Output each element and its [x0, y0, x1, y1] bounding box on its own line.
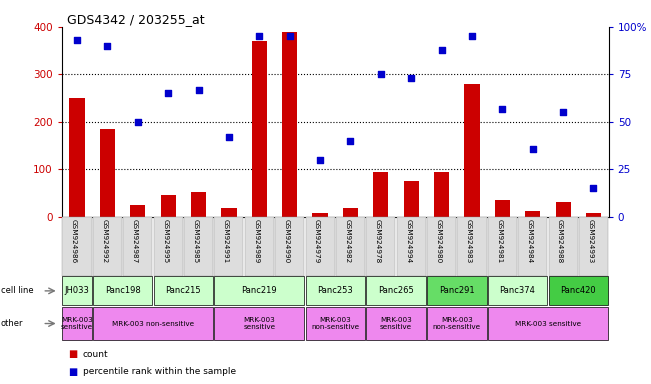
Bar	[100, 129, 115, 217]
Bar	[282, 31, 298, 217]
Text: GSM924994: GSM924994	[405, 219, 411, 263]
Text: percentile rank within the sample: percentile rank within the sample	[83, 367, 236, 376]
Text: Panc420: Panc420	[561, 286, 596, 295]
Text: GSM924982: GSM924982	[344, 219, 350, 263]
Bar	[464, 84, 480, 217]
Text: other: other	[1, 319, 23, 328]
Text: GSM924990: GSM924990	[284, 219, 290, 263]
Point	[224, 134, 234, 140]
Text: Panc374: Panc374	[499, 286, 536, 295]
Point	[345, 138, 355, 144]
Text: count: count	[83, 349, 108, 359]
Bar	[312, 213, 327, 217]
Text: GSM924986: GSM924986	[71, 219, 77, 263]
Text: GDS4342 / 203255_at: GDS4342 / 203255_at	[67, 13, 205, 26]
Text: GSM924979: GSM924979	[314, 219, 320, 263]
Bar	[191, 192, 206, 217]
Text: GSM924983: GSM924983	[466, 219, 472, 263]
Text: MRK-003
sensitive: MRK-003 sensitive	[243, 317, 275, 330]
Point	[376, 71, 386, 78]
Text: MRK-003 non-sensitive: MRK-003 non-sensitive	[112, 321, 194, 326]
Bar	[495, 200, 510, 217]
Text: MRK-003 sensitive: MRK-003 sensitive	[515, 321, 581, 326]
Text: GSM924991: GSM924991	[223, 219, 229, 263]
Text: GSM924981: GSM924981	[496, 219, 503, 263]
Text: Panc219: Panc219	[242, 286, 277, 295]
Text: Panc215: Panc215	[165, 286, 201, 295]
Bar	[404, 181, 419, 217]
Point	[406, 75, 417, 81]
Point	[467, 33, 477, 40]
Point	[102, 43, 113, 49]
Point	[558, 109, 568, 116]
Text: GSM924995: GSM924995	[162, 219, 168, 263]
Bar	[434, 172, 449, 217]
Bar	[161, 195, 176, 217]
Text: GSM924980: GSM924980	[436, 219, 441, 263]
Bar	[343, 209, 358, 217]
Point	[133, 119, 143, 125]
Point	[497, 106, 508, 112]
Text: Panc253: Panc253	[318, 286, 353, 295]
Text: ■: ■	[68, 367, 77, 377]
Bar	[555, 202, 571, 217]
Point	[72, 37, 82, 43]
Text: GSM924993: GSM924993	[587, 219, 594, 263]
Bar	[130, 205, 145, 217]
Point	[193, 86, 204, 93]
Point	[315, 157, 326, 163]
Text: Panc198: Panc198	[105, 286, 141, 295]
Point	[284, 33, 295, 40]
Text: MRK-003
sensitive: MRK-003 sensitive	[380, 317, 412, 330]
Bar	[221, 209, 236, 217]
Text: MRK-003
non-sensitive: MRK-003 non-sensitive	[433, 317, 481, 330]
Point	[527, 146, 538, 152]
Bar	[252, 41, 267, 217]
Bar	[586, 213, 601, 217]
Text: JH033: JH033	[64, 286, 89, 295]
Text: GSM924987: GSM924987	[132, 219, 138, 263]
Bar	[525, 211, 540, 217]
Text: GSM924978: GSM924978	[375, 219, 381, 263]
Point	[436, 46, 447, 53]
Bar	[70, 98, 85, 217]
Text: GSM924992: GSM924992	[102, 219, 107, 263]
Text: GSM924985: GSM924985	[193, 219, 199, 263]
Text: Panc265: Panc265	[378, 286, 414, 295]
Text: GSM924989: GSM924989	[253, 219, 259, 263]
Point	[254, 33, 264, 40]
Text: cell line: cell line	[1, 286, 33, 295]
Point	[163, 90, 173, 96]
Bar	[373, 172, 389, 217]
Text: Panc291: Panc291	[439, 286, 475, 295]
Point	[589, 185, 599, 192]
Text: ■: ■	[68, 349, 77, 359]
Text: MRK-003
sensitive: MRK-003 sensitive	[61, 317, 93, 330]
Text: GSM924984: GSM924984	[527, 219, 533, 263]
Text: GSM924988: GSM924988	[557, 219, 563, 263]
Text: MRK-003
non-sensitive: MRK-003 non-sensitive	[311, 317, 359, 330]
